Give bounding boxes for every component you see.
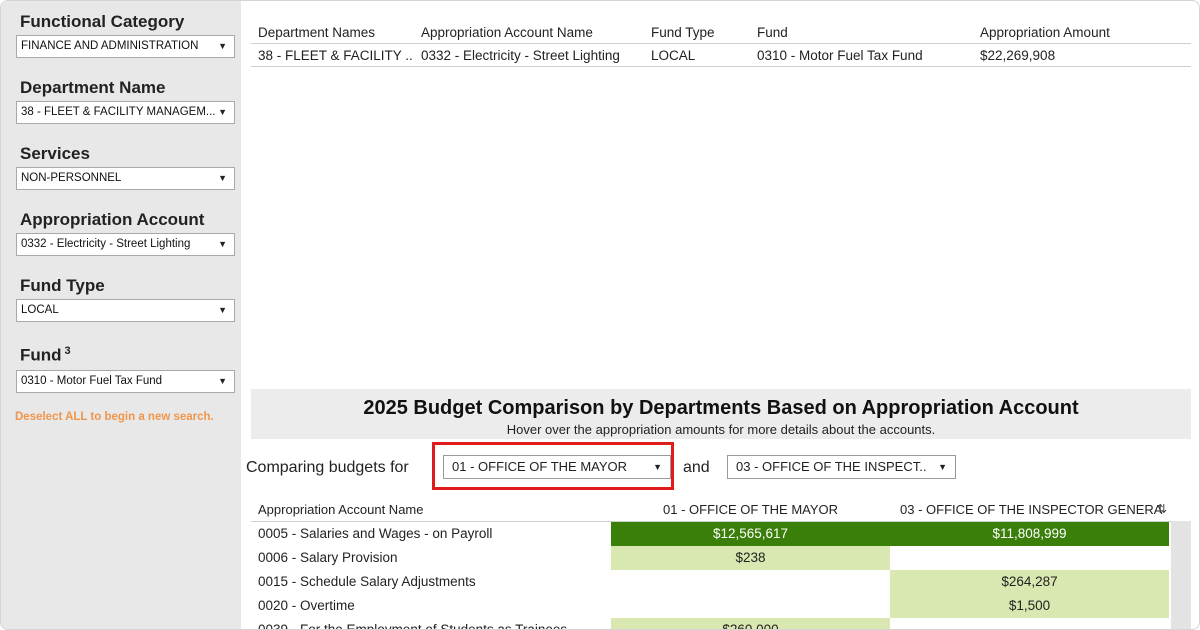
footnote-marker: 3 (64, 345, 71, 357)
filter-label: Functional Category (20, 12, 185, 31)
department-a-dropdown[interactable]: 01 - OFFICE OF THE MAYOR ▼ (443, 455, 671, 479)
cell-account: 0332 - Electricity - Street Lighting (421, 48, 620, 63)
column-header[interactable]: Appropriation Account Name (258, 502, 424, 517)
filter-label: Appropriation Account (20, 210, 205, 229)
comparison-selectors: Comparing budgets for 01 - OFFICE OF THE… (246, 442, 966, 490)
column-header[interactable]: Appropriation Account Name (421, 25, 593, 40)
filter-label: Department Name (20, 78, 166, 97)
caret-down-icon: ▼ (218, 173, 227, 183)
row-account-name: 0015 - Schedule Salary Adjustments (258, 574, 476, 589)
fund-select[interactable]: 0310 - Motor Fuel Tax Fund ▼ (16, 370, 235, 393)
select-value: FINANCE AND ADMINISTRATION (21, 40, 199, 52)
filter-sidebar: Functional Category FINANCE AND ADMINIST… (1, 1, 241, 629)
amount-cell-b[interactable] (890, 618, 1169, 629)
functional-category-select[interactable]: FINANCE AND ADMINISTRATION ▼ (16, 35, 235, 58)
cell-fund-type: LOCAL (651, 48, 696, 63)
select-value: 0310 - Motor Fuel Tax Fund (21, 375, 163, 387)
column-header[interactable]: Fund (757, 25, 788, 40)
results-table: Department Names Appropriation Account N… (251, 21, 1191, 67)
comparison-table: Appropriation Account Name 01 - OFFICE O… (251, 497, 1191, 630)
table-row[interactable]: 0020 - Overtime $1,500 (251, 594, 1191, 618)
deselect-all-hint[interactable]: Deselect ALL to begin a new search. (15, 411, 214, 423)
caret-down-icon: ▼ (218, 41, 227, 51)
column-header[interactable]: Appropriation Amount (980, 25, 1110, 40)
filter-label: Fund Type (20, 276, 105, 295)
amount-cell-b[interactable]: $11,808,999 (890, 522, 1169, 546)
row-account-name: 0005 - Salaries and Wages - on Payroll (258, 526, 493, 541)
row-account-name: 0039 - For the Employment of Students as… (258, 622, 568, 630)
amount-cell-b[interactable]: $1,500 (890, 594, 1169, 618)
caret-down-icon: ▼ (218, 239, 227, 249)
cell-department: 38 - FLEET & FACILITY .. (258, 48, 413, 63)
comparison-title: 2025 Budget Comparison by Departments Ba… (363, 397, 1079, 419)
column-header[interactable]: 03 - OFFICE OF THE INSPECTOR GENERA (900, 502, 1163, 517)
cell-amount: $22,269,908 (980, 48, 1056, 63)
column-header[interactable]: 01 - OFFICE OF THE MAYOR (663, 502, 839, 517)
results-table-header: Department Names Appropriation Account N… (251, 21, 1191, 44)
table-row[interactable]: 0006 - Salary Provision $238 (251, 546, 1191, 570)
comparison-table-header: Appropriation Account Name 01 - OFFICE O… (251, 497, 1191, 522)
select-value: NON-PERSONNEL (21, 172, 122, 184)
table-row[interactable]: 0005 - Salaries and Wages - on Payroll $… (251, 522, 1191, 546)
amount-cell-a[interactable] (611, 570, 890, 594)
caret-down-icon: ▼ (218, 107, 227, 117)
services-select[interactable]: NON-PERSONNEL ▼ (16, 167, 235, 190)
table-row[interactable]: 0015 - Schedule Salary Adjustments $264,… (251, 570, 1191, 594)
department-name-select[interactable]: 38 - FLEET & FACILITY MANAGEM... ▼ (16, 101, 235, 124)
select-value: LOCAL (21, 304, 59, 316)
amount-cell-a[interactable]: $12,565,617 (611, 522, 890, 546)
comparison-banner: 2025 Budget Comparison by Departments Ba… (251, 389, 1191, 439)
department-b-dropdown[interactable]: 03 - OFFICE OF THE INSPECT.. ▼ (727, 455, 956, 479)
appropriation-account-select[interactable]: 0332 - Electricity - Street Lighting ▼ (16, 233, 235, 256)
amount-cell-a[interactable] (611, 594, 890, 618)
caret-down-icon: ▼ (938, 462, 947, 472)
highlight-box (432, 442, 674, 490)
comparing-label: Comparing budgets for (246, 459, 409, 476)
sort-icon[interactable]: ⇅ (1156, 502, 1167, 516)
caret-down-icon: ▼ (218, 305, 227, 315)
caret-down-icon: ▼ (218, 376, 227, 386)
cell-fund: 0310 - Motor Fuel Tax Fund (757, 48, 923, 63)
select-value: 38 - FLEET & FACILITY MANAGEM... (21, 106, 216, 118)
table-row[interactable]: 0039 - For the Employment of Students as… (251, 618, 1191, 630)
and-label: and (683, 459, 710, 476)
fund-type-select[interactable]: LOCAL ▼ (16, 299, 235, 322)
dropdown-value: 01 - OFFICE OF THE MAYOR (452, 459, 628, 474)
column-header[interactable]: Department Names (258, 25, 376, 40)
caret-down-icon: ▼ (653, 462, 662, 472)
filter-label: Fund 3 (20, 345, 71, 366)
row-account-name: 0006 - Salary Provision (258, 550, 398, 565)
amount-cell-b[interactable]: $264,287 (890, 570, 1169, 594)
comparison-subtitle: Hover over the appropriation amounts for… (506, 422, 936, 437)
row-account-name: 0020 - Overtime (258, 598, 355, 613)
amount-cell-b[interactable] (890, 546, 1169, 570)
table-row[interactable]: 38 - FLEET & FACILITY .. 0332 - Electric… (251, 44, 1191, 67)
filter-label-text: Fund (20, 345, 62, 365)
column-header[interactable]: Fund Type (651, 25, 715, 40)
amount-cell-a[interactable]: $260,000 (611, 618, 890, 629)
select-value: 0332 - Electricity - Street Lighting (21, 238, 191, 250)
filter-label: Services (20, 144, 90, 163)
dropdown-value: 03 - OFFICE OF THE INSPECT.. (736, 459, 927, 474)
vertical-scrollbar[interactable] (1171, 521, 1191, 629)
amount-cell-a[interactable]: $238 (611, 546, 890, 570)
